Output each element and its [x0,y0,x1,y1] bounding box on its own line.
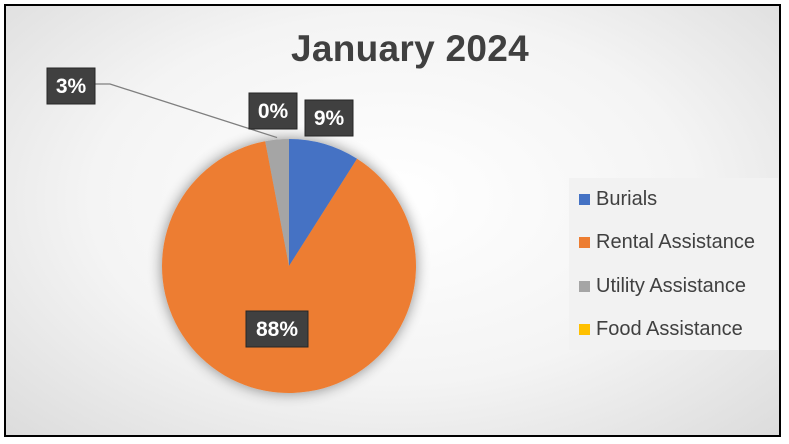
legend-swatch [579,323,590,335]
legend-item-utility-assistance: Utility Assistance [579,274,746,298]
legend-swatch [579,193,590,205]
legend-item-rental-assistance: Rental Assistance [579,230,755,254]
data-label-box [245,310,309,348]
leader-line-utility-assistance [95,83,278,139]
data-label-food-assistance: 0% [248,92,298,130]
pie-slice-utility-assistance [265,139,289,266]
pie-slices [161,139,416,393]
legend-swatch [579,236,590,248]
legend-label: Rental Assistance [596,230,755,253]
legend-label: Food Assistance [596,317,743,340]
data-label-burials: 9% [304,99,354,137]
data-label-text: 88% [256,318,298,341]
pie-slice-burials [289,139,358,266]
legend-swatch [579,280,590,292]
data-label-text: 3% [56,75,87,98]
chart-title: January 2024 [290,28,530,69]
data-label-box [46,67,96,105]
legend-label: Burials [596,187,658,210]
data-label-rental-assistance: 88% [245,310,309,348]
legend-item-burials: Burials [579,187,657,211]
legend: Burials Rental Assistance Utility Assistan… [569,178,778,350]
data-label-box [304,99,354,137]
legend-item-food-assistance: Food Assistance [579,317,743,341]
legend-label: Utility Assistance [596,274,747,297]
data-labels: 9% 88% 3% 0% [46,67,354,348]
data-label-box [248,92,298,130]
data-label-text: 0% [258,100,289,123]
leader-lines [95,83,278,139]
pie-slice-rental-assistance [161,141,416,393]
data-label-text: 9% [314,107,345,130]
data-label-utility-assistance: 3% [46,67,96,105]
